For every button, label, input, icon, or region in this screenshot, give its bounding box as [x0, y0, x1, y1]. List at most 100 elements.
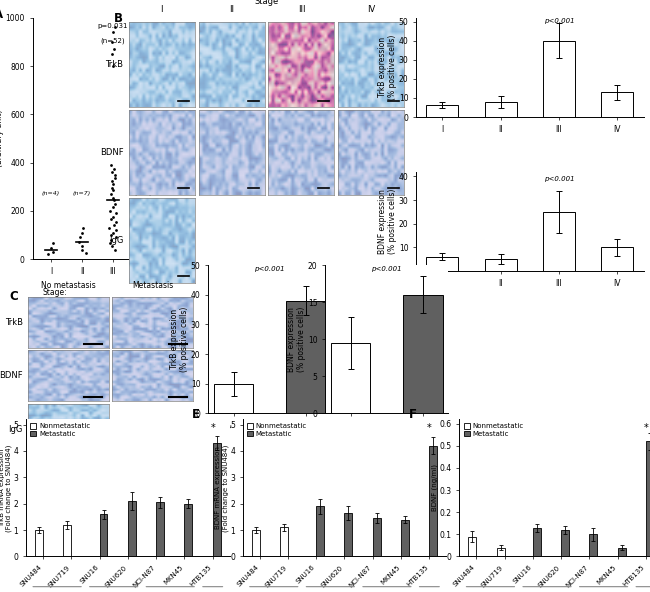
Text: BDNF: BDNF	[100, 148, 124, 157]
Bar	[286, 301, 326, 413]
Bar	[497, 548, 504, 556]
Point	[138, 249, 148, 258]
Text: Stage:: Stage:	[43, 288, 68, 297]
Point	[108, 179, 118, 189]
Point	[111, 217, 122, 227]
Y-axis label: TrkB expression
(arbitrary unit): TrkB expression (arbitrary unit)	[0, 108, 4, 169]
Bar	[401, 520, 409, 556]
Point	[43, 250, 53, 259]
Point	[109, 164, 119, 173]
Point	[140, 228, 150, 237]
Text: p<0.001: p<0.001	[543, 18, 574, 24]
Point	[77, 241, 87, 250]
Text: BDNF: BDNF	[0, 371, 23, 381]
Text: p<0.001: p<0.001	[371, 266, 402, 272]
Legend: Nonmetastatic, Metastatic: Nonmetastatic, Metastatic	[463, 423, 525, 437]
Text: *: *	[211, 423, 215, 433]
Point	[107, 37, 117, 47]
Point	[107, 228, 118, 237]
Y-axis label: TrkB mRNA expression
(Fold change to SNU484): TrkB mRNA expression (Fold change to SNU…	[0, 444, 12, 532]
Bar	[469, 536, 476, 556]
Bar	[128, 501, 136, 556]
Bar	[561, 530, 569, 556]
Text: *: *	[427, 423, 432, 433]
Point	[105, 239, 115, 248]
Point	[111, 173, 121, 183]
Y-axis label: TrkB expression
(% positive cells): TrkB expression (% positive cells)	[378, 35, 397, 100]
Bar	[63, 525, 72, 556]
Bar	[485, 102, 517, 117]
Point	[48, 247, 58, 257]
Text: C: C	[10, 290, 18, 303]
Point	[142, 246, 152, 256]
Bar	[601, 92, 633, 117]
Text: *: *	[644, 423, 649, 433]
Point	[77, 228, 87, 237]
Bar	[485, 259, 517, 271]
Bar	[618, 548, 626, 556]
Point	[106, 160, 116, 170]
Text: I: I	[161, 5, 163, 14]
Point	[138, 231, 149, 241]
Point	[47, 239, 58, 248]
Bar	[185, 504, 192, 556]
Bar	[344, 513, 352, 556]
Text: TrkB: TrkB	[105, 60, 124, 69]
Text: E: E	[192, 408, 200, 422]
Text: (n=7): (n=7)	[73, 191, 91, 197]
Point	[107, 62, 118, 71]
Point	[109, 195, 120, 205]
Point	[106, 235, 116, 244]
Point	[108, 186, 118, 195]
Text: TrkB: TrkB	[5, 318, 23, 327]
Point	[78, 223, 88, 233]
Point	[138, 235, 149, 244]
Text: IV: IV	[367, 5, 376, 14]
Y-axis label: BDNF (ng/ml): BDNF (ng/ml)	[432, 464, 438, 511]
Bar	[533, 527, 541, 556]
Bar	[214, 384, 254, 413]
Text: Stage: Stage	[254, 0, 279, 6]
Point	[106, 215, 116, 224]
Bar	[543, 41, 575, 117]
Point	[75, 233, 86, 242]
Text: Stage:: Stage:	[416, 299, 441, 308]
Bar	[426, 105, 458, 117]
Bar	[331, 343, 370, 413]
Point	[108, 212, 118, 221]
Text: Metastasis: Metastasis	[132, 281, 174, 290]
Point	[108, 202, 118, 212]
Point	[111, 233, 121, 242]
Point	[105, 189, 116, 199]
Point	[104, 223, 114, 233]
Bar	[99, 514, 107, 556]
Legend: Nonmetastatic, Metastatic: Nonmetastatic, Metastatic	[246, 423, 308, 437]
Bar	[403, 295, 443, 413]
Bar	[316, 506, 324, 556]
Point	[136, 242, 147, 252]
Text: p=0.031: p=0.031	[98, 22, 128, 28]
Text: A: A	[0, 8, 3, 21]
Bar	[373, 518, 381, 556]
Bar	[430, 446, 437, 556]
Point	[105, 206, 116, 215]
Text: (n=4): (n=4)	[42, 191, 60, 197]
Legend: Nonmetastatic, Metastatic: Nonmetastatic, Metastatic	[29, 423, 91, 437]
Point	[111, 208, 121, 218]
Point	[107, 183, 117, 192]
Bar	[156, 503, 164, 556]
Y-axis label: BDNF expression
(% positive cells): BDNF expression (% positive cells)	[287, 307, 306, 372]
Point	[107, 168, 117, 177]
Point	[107, 241, 117, 250]
Point	[140, 239, 151, 248]
Point	[111, 226, 122, 235]
Text: B: B	[114, 12, 123, 25]
Point	[109, 22, 120, 32]
Point	[109, 44, 120, 54]
Text: p<0.001: p<0.001	[543, 176, 574, 182]
Text: III: III	[298, 5, 305, 14]
Bar	[213, 443, 220, 556]
Point	[46, 243, 56, 253]
Text: p<0.001: p<0.001	[254, 266, 285, 272]
Point	[81, 249, 91, 258]
